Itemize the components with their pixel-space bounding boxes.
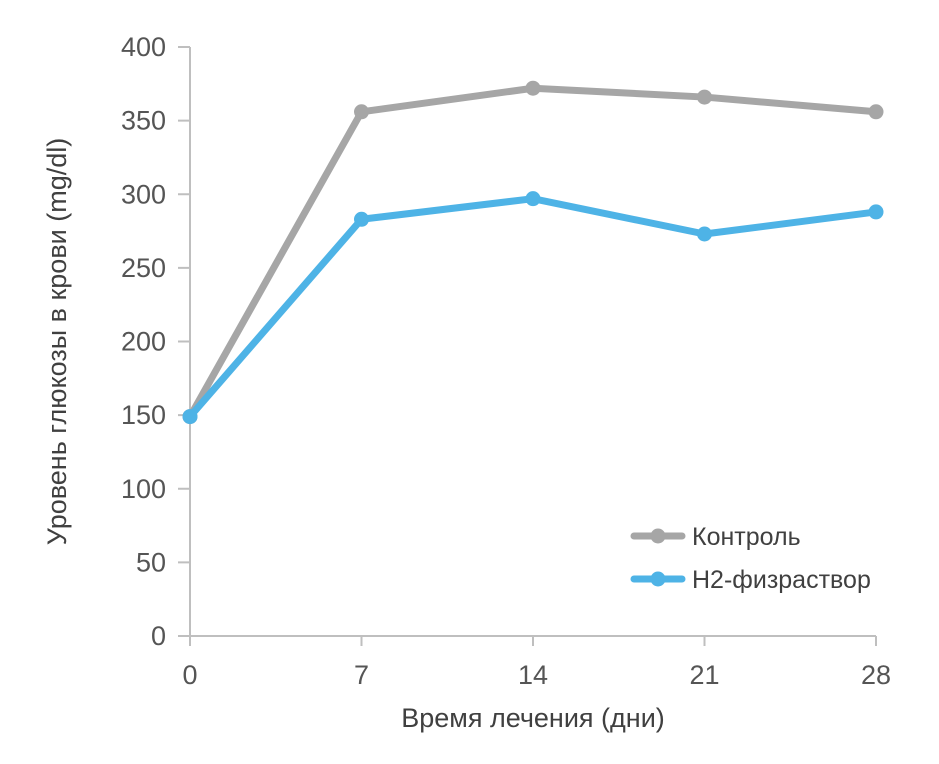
y-tick-label: 200	[121, 327, 166, 357]
y-tick-label: 150	[121, 400, 166, 430]
x-tick-label: 14	[518, 660, 548, 690]
y-tick-label: 50	[136, 547, 166, 577]
legend-swatch-marker	[650, 528, 666, 544]
y-axis-title: Уровень глюкозы в крови (mg/dl)	[42, 138, 72, 546]
x-tick-label: 0	[182, 660, 197, 690]
legend-swatch-marker	[650, 571, 666, 587]
x-tick-label: 7	[354, 660, 369, 690]
legend-item: Контроль	[630, 523, 801, 551]
data-point	[354, 104, 369, 120]
y-axis-ticks: 0 50 100 150 200 250 300 350 400	[121, 32, 190, 651]
series-layer	[182, 80, 884, 425]
data-point	[868, 204, 884, 220]
data-point	[697, 226, 712, 242]
legend-label: H2-физраствор	[692, 566, 871, 594]
data-point	[525, 80, 541, 96]
y-tick-label: 250	[121, 253, 166, 283]
legend-item: H2-физраствор	[630, 566, 871, 594]
series-2	[182, 191, 884, 425]
x-tick-label: 21	[689, 660, 719, 690]
data-point	[354, 211, 369, 227]
y-tick-label: 0	[151, 621, 166, 651]
x-tick-label: 28	[861, 660, 891, 690]
y-tick-label: 350	[121, 106, 166, 136]
y-tick-label: 100	[121, 474, 166, 504]
data-point	[697, 89, 712, 105]
legend: Контроль H2-физраствор	[630, 523, 871, 594]
data-point	[182, 409, 198, 425]
y-tick-label: 400	[121, 32, 166, 62]
data-point	[525, 191, 541, 207]
x-axis-ticks: 0 7 14 21 28	[182, 636, 891, 690]
y-tick-label: 300	[121, 179, 166, 209]
legend-label: Контроль	[692, 523, 801, 551]
series-1	[182, 80, 884, 425]
data-point	[868, 104, 884, 120]
x-axis-title: Время лечения (дни)	[401, 703, 665, 733]
series-line	[186, 84, 880, 421]
